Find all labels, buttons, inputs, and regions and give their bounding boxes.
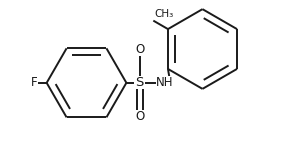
Text: F: F (31, 76, 38, 89)
Text: O: O (135, 110, 144, 123)
Text: O: O (135, 43, 144, 56)
Text: S: S (136, 76, 144, 89)
Text: NH: NH (156, 76, 174, 89)
Text: CH₃: CH₃ (155, 9, 174, 19)
